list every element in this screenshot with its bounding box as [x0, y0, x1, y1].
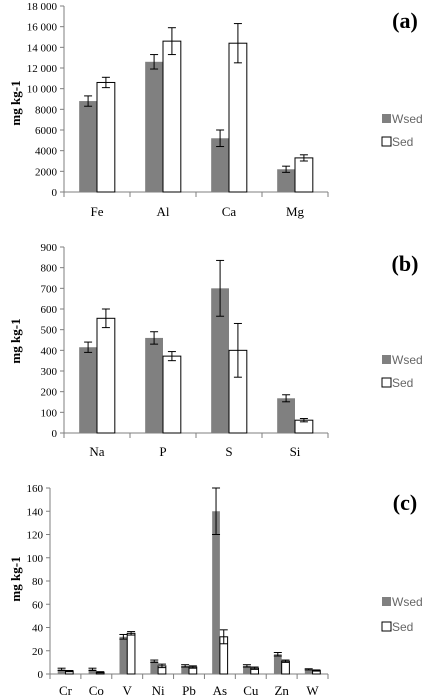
panel-b: 0 100 200 300 400 500 600 700 800 900 Na P S Si mg kg-…: [8, 242, 423, 459]
category-label: V: [123, 683, 133, 698]
category-label: Pb: [182, 683, 196, 698]
category-label: Cr: [59, 683, 73, 698]
y-tick-label: 80: [32, 576, 44, 588]
y-tick-label: 8000: [35, 104, 58, 116]
legend-swatch-sed: [381, 621, 392, 632]
legend-swatch-wsed: [382, 114, 391, 123]
panel-a: 0 2000 4000 6000 8000 10 000 12 000 14 000 16 00…: [8, 1, 423, 219]
legend-swatch-sed: [381, 377, 392, 388]
y-tick-label: 100: [27, 553, 44, 565]
legend-swatch-wsed: [382, 597, 391, 606]
bar-wsed-pb: [181, 665, 189, 674]
y-tick-label: 500: [41, 325, 58, 337]
y-axis-title: mg kg-1: [8, 556, 23, 601]
category-label: Zn: [274, 683, 289, 698]
category-label: P: [159, 444, 166, 459]
bar-wsed-na: [79, 347, 97, 433]
legend-label-wsed: Wsed: [392, 112, 423, 126]
bar-sed-v: [126, 632, 136, 675]
y-tick-label: 6000: [35, 125, 58, 137]
bar-wsed-mg: [277, 169, 295, 192]
y-tick-label: 100: [41, 407, 58, 419]
bar-wsed-s: [211, 288, 229, 433]
y-tick-label: 10 000: [27, 84, 58, 96]
y-tick-label: 700: [41, 283, 58, 295]
category-label: As: [213, 683, 227, 698]
bar-sed-fe: [96, 81, 116, 193]
bar-sed-na: [96, 317, 116, 434]
category-label: Ca: [222, 204, 237, 219]
category-label: Si: [290, 444, 301, 459]
category-label: Co: [89, 683, 104, 698]
bar-wsed-ni: [150, 661, 159, 674]
category-label: Na: [89, 444, 104, 459]
bar-wsed-zn: [273, 654, 282, 674]
legend-label-wsed: Wsed: [392, 595, 423, 609]
category-label: S: [225, 444, 232, 459]
legend-label-wsed: Wsed: [392, 353, 423, 367]
y-tick-label: 120: [27, 530, 44, 542]
bar-wsed-co: [88, 669, 97, 674]
bar-wsed-w: [304, 669, 313, 674]
y-tick-label: 2000: [35, 166, 58, 178]
y-tick-label: 18 000: [27, 1, 58, 13]
category-label: Al: [157, 204, 170, 219]
y-tick-label: 16 000: [27, 22, 58, 34]
y-tick-label: 160: [27, 483, 44, 495]
y-tick-label: 900: [41, 242, 58, 254]
bar-wsed-v: [119, 636, 128, 674]
category-label: W: [306, 683, 319, 698]
legend-label-sed: Sed: [392, 135, 413, 149]
legend-label-sed: Sed: [392, 376, 413, 390]
y-tick-label: 200: [41, 387, 58, 399]
y-tick-label: 40: [32, 623, 44, 635]
bar-wsed-al: [145, 61, 163, 192]
y-axis-title: mg kg-1: [8, 318, 23, 363]
bar-sed-p: [162, 355, 182, 434]
category-label: Ni: [152, 683, 165, 698]
legend-swatch-sed: [381, 136, 392, 147]
y-tick-label: 12 000: [27, 63, 58, 75]
y-tick-label: 400: [41, 345, 58, 357]
y-tick-label: 60: [32, 599, 44, 611]
y-tick-label: 300: [41, 366, 58, 378]
bar-sed-al: [162, 40, 182, 193]
panel-label: (a): [392, 8, 418, 33]
y-axis-title: mg kg-1: [8, 80, 23, 125]
bar-wsed-as: [212, 511, 220, 674]
y-tick-label: 0: [52, 428, 58, 440]
panel-label: (b): [392, 251, 419, 276]
bar-sed-mg: [294, 157, 314, 193]
y-tick-label: 4000: [35, 146, 58, 158]
y-tick-label: 140: [27, 506, 44, 518]
bar-wsed-p: [145, 337, 163, 433]
category-label: Mg: [286, 204, 305, 219]
panel-c: 0 20 40 60 80 100 120 140 160 Cr Co V Ni Pb As Cu Zn Wmg …: [8, 483, 423, 698]
bar-sed-ca: [228, 42, 248, 193]
y-tick-label: 0: [38, 669, 44, 681]
bar-wsed-ca: [211, 138, 229, 192]
bar-wsed-cu: [243, 665, 251, 674]
y-tick-label: 14 000: [27, 42, 58, 54]
panel-label: (c): [393, 490, 417, 515]
y-tick-label: 600: [41, 304, 58, 316]
legend-swatch-wsed: [382, 355, 391, 364]
bar-wsed-fe: [79, 101, 97, 192]
y-tick-label: 20: [32, 646, 44, 658]
bar-sed-zn: [281, 660, 290, 675]
category-label: Cu: [243, 683, 259, 698]
legend-label-sed: Sed: [392, 620, 413, 634]
y-tick-label: 0: [52, 187, 58, 199]
y-tick-label: 800: [41, 263, 58, 275]
category-label: Fe: [91, 204, 104, 219]
bar-wsed-cr: [57, 669, 66, 674]
bar-wsed-si: [277, 398, 295, 433]
